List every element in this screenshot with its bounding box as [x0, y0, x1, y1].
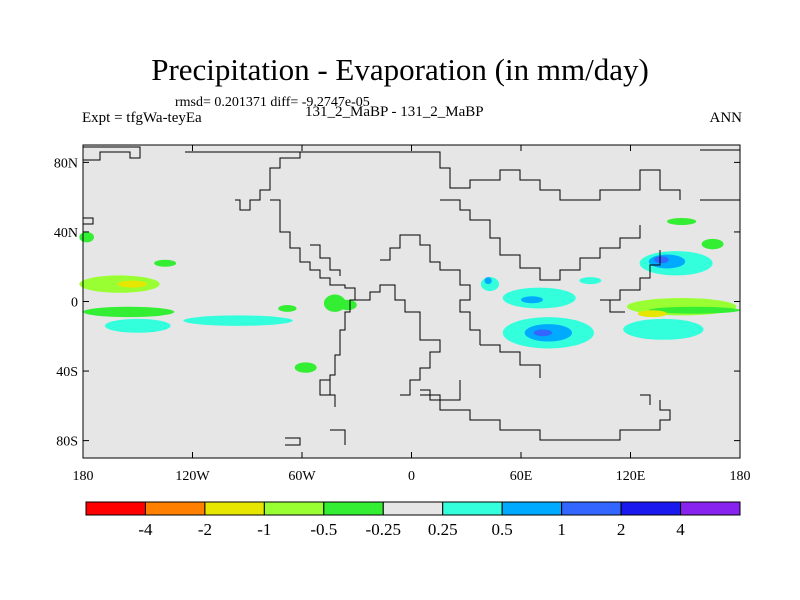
- colorbar-box-10: [680, 501, 741, 516]
- y-tick-label-2: 0: [71, 296, 78, 311]
- colorbar-label-4: -0.25: [366, 520, 401, 539]
- colorbar-label-1: -2: [198, 520, 212, 539]
- anomaly-region-21: [623, 318, 704, 340]
- colorbar-label-7: 1: [557, 520, 566, 539]
- colorbar-box-0: [85, 501, 146, 516]
- colorbar-box-3: [263, 501, 325, 516]
- coastline-14: [480, 344, 541, 378]
- anomaly-region-1: [117, 280, 147, 288]
- y-tick-label-1: 40N: [54, 226, 78, 241]
- coastline-0: [83, 146, 141, 161]
- colorbar-label-9: 4: [676, 520, 685, 539]
- y-tick-label-4: 80S: [56, 435, 78, 450]
- x-tick-label-6: 180: [730, 469, 751, 484]
- coastline-6: [310, 244, 341, 276]
- colorbar-label-0: -4: [138, 520, 153, 539]
- experiment-label: Expt = tfgWa-teyEa: [82, 110, 202, 126]
- coastline-10: [440, 199, 641, 281]
- x-tick-label-0: 180: [73, 469, 94, 484]
- anomaly-region-3: [104, 318, 171, 333]
- colorbar-box-2: [204, 501, 265, 516]
- colorbar-label-2: -1: [257, 520, 271, 539]
- colorbar-box-5: [382, 501, 444, 516]
- anomaly-region-6: [154, 259, 177, 267]
- coastline-16: [285, 437, 301, 446]
- x-tick-label-4: 60E: [510, 469, 533, 484]
- season-label: ANN: [709, 110, 743, 126]
- colorbar-box-6: [442, 501, 503, 516]
- anomaly-region-27: [579, 277, 602, 285]
- anomaly-region-17: [533, 329, 553, 337]
- anomaly-region-14: [521, 296, 543, 304]
- colorbar: -4 -2 -1 -0.5 -0.25 0.25 0.5 1 2 4: [85, 501, 741, 539]
- anomaly-region-12: [484, 277, 492, 285]
- coastline-7: [355, 284, 441, 396]
- anomaly-region-20: [637, 310, 668, 318]
- colorbar-box-7: [501, 501, 563, 516]
- anomaly-region-24: [654, 256, 669, 264]
- colorbar-box-9: [620, 501, 682, 516]
- colorbar-label-8: 2: [617, 520, 626, 539]
- colorbar-label-5: 0.25: [428, 520, 458, 539]
- coastline-2: [185, 151, 301, 211]
- x-tick-label-1: 120W: [175, 469, 210, 484]
- anomaly-region-26: [701, 238, 724, 250]
- coastline-12: [600, 250, 661, 301]
- anomaly-region-8: [338, 299, 357, 311]
- coastline-13: [600, 299, 625, 313]
- coastline-11: [450, 269, 481, 345]
- anomaly-region-19: [648, 306, 740, 314]
- coastline-5: [319, 379, 330, 396]
- map-plot: [79, 144, 741, 459]
- colorbar-box-8: [561, 501, 622, 516]
- colorbar-box-1: [144, 501, 206, 516]
- coastline-8: [380, 234, 450, 271]
- x-tick-label-5: 120E: [616, 469, 646, 484]
- anomaly-region-9: [278, 304, 297, 312]
- coastline-9: [300, 151, 681, 201]
- coastline-18: [420, 380, 461, 401]
- chart-title: Precipitation - Evaporation (in mm/day): [151, 52, 649, 87]
- map-axes: 180 120W 60W 0 60E 120E 180 80N 40N 0 40S 80S: [54, 145, 751, 484]
- colorbar-label-3: -0.5: [310, 520, 337, 539]
- anomaly-region-25: [667, 218, 697, 225]
- anomaly-region-4: [183, 315, 293, 326]
- colorbar-box-4: [323, 501, 384, 516]
- coastline-1: [83, 217, 94, 225]
- map-background: [83, 145, 740, 458]
- coastline-3: [270, 199, 356, 300]
- coastline-15: [420, 394, 671, 441]
- coastline-19: [640, 394, 651, 405]
- anomaly-region-2: [83, 306, 175, 318]
- anomaly-region-5: [79, 231, 94, 243]
- case-label: 131_2_MaBP - 131_2_MaBP: [305, 104, 484, 120]
- stats-subtitle: rmsd= 0.201371 diff= -9.2747e-05: [175, 95, 370, 110]
- coastline-17: [330, 429, 346, 445]
- anomaly-region-10: [294, 362, 317, 373]
- y-tick-label-3: 40S: [56, 365, 78, 380]
- x-tick-label-2: 60W: [288, 469, 316, 484]
- colorbar-label-6: 0.5: [492, 520, 513, 539]
- y-tick-label-0: 80N: [54, 156, 78, 171]
- x-tick-label-3: 0: [408, 469, 415, 484]
